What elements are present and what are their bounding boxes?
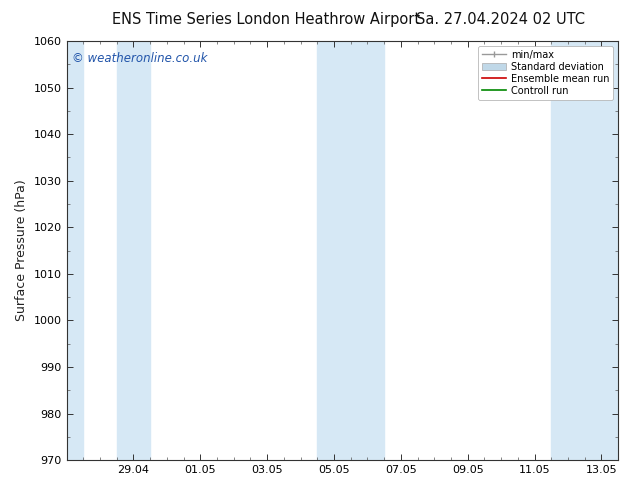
Text: ENS Time Series London Heathrow Airport: ENS Time Series London Heathrow Airport bbox=[112, 12, 420, 27]
Text: © weatheronline.co.uk: © weatheronline.co.uk bbox=[72, 51, 207, 65]
Y-axis label: Surface Pressure (hPa): Surface Pressure (hPa) bbox=[15, 180, 28, 321]
Text: Sa. 27.04.2024 02 UTC: Sa. 27.04.2024 02 UTC bbox=[417, 12, 585, 27]
Legend: min/max, Standard deviation, Ensemble mean run, Controll run: min/max, Standard deviation, Ensemble me… bbox=[478, 46, 613, 99]
Bar bbox=[551, 41, 618, 460]
Bar bbox=[67, 41, 83, 460]
Bar bbox=[117, 41, 150, 460]
Bar bbox=[317, 41, 384, 460]
